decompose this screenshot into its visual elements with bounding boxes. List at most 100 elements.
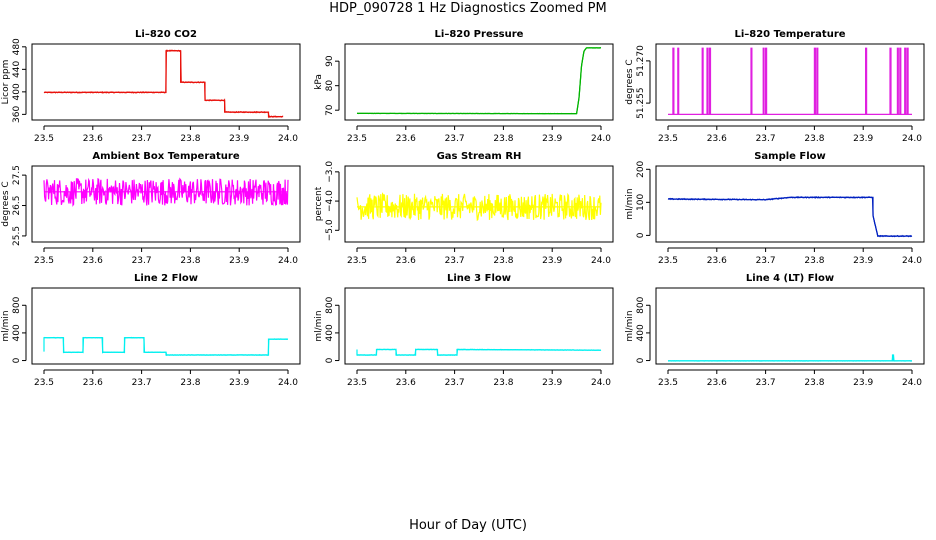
series-step-line xyxy=(667,196,912,237)
x-tick-label: 23.7 xyxy=(132,256,152,266)
y-tick-label: 70 xyxy=(325,104,335,116)
y-tick-label: 0 xyxy=(636,232,646,238)
y-tick-label: 0 xyxy=(12,357,22,363)
x-tick-label: 23.7 xyxy=(445,378,465,388)
series-line xyxy=(667,195,913,238)
y-tick-label: −3.0 xyxy=(325,161,335,183)
y-tick-label: 440 xyxy=(12,60,22,77)
series-step-line xyxy=(43,337,288,356)
panel-title: Li–820 Temperature xyxy=(734,29,845,40)
y-tick-label: 27.5 xyxy=(12,165,22,185)
x-tick-label: 24.0 xyxy=(591,134,611,144)
x-tick-label: 23.5 xyxy=(34,256,54,266)
y-axis-label: ml/min xyxy=(625,310,635,341)
x-tick-label: 24.0 xyxy=(278,256,298,266)
x-tick-label: 23.9 xyxy=(853,378,873,388)
x-tick-label: 23.5 xyxy=(34,378,54,388)
x-tick-label: 24.0 xyxy=(902,256,922,266)
x-tick-label: 23.9 xyxy=(853,256,873,266)
plot-frame xyxy=(344,287,614,365)
x-tick-label: 23.5 xyxy=(34,134,54,144)
y-tick-label: 800 xyxy=(12,296,22,313)
series-line xyxy=(667,354,912,362)
y-tick-label: 400 xyxy=(12,324,22,341)
panel-title: Line 4 (LT) Flow xyxy=(746,273,834,284)
panel-title: Li–820 Pressure xyxy=(435,29,524,40)
panel-title: Line 3 Flow xyxy=(447,273,511,284)
series-line xyxy=(356,47,602,115)
y-tick-label: −5.0 xyxy=(325,219,335,241)
plot-frame xyxy=(655,287,925,365)
x-tick-label: 24.0 xyxy=(902,378,922,388)
y-axis-label: degrees C xyxy=(625,59,635,104)
y-tick-label: 80 xyxy=(325,80,335,92)
x-tick-label: 23.5 xyxy=(347,134,367,144)
x-tick-label: 23.7 xyxy=(756,378,776,388)
x-tick-label: 23.5 xyxy=(347,256,367,266)
y-tick-label: 200 xyxy=(636,160,646,177)
plot-frame xyxy=(655,43,925,121)
x-tick-label: 23.8 xyxy=(180,134,200,144)
y-tick-label: −4.0 xyxy=(325,190,335,212)
y-axis-label: Licor ppm xyxy=(1,60,11,105)
x-tick-label: 23.8 xyxy=(493,378,513,388)
panel-title: Sample Flow xyxy=(754,151,826,162)
x-tick-label: 23.9 xyxy=(542,378,562,388)
plot-frame xyxy=(655,165,925,243)
y-tick-label: 100 xyxy=(636,193,646,210)
x-tick-label: 23.6 xyxy=(707,378,727,388)
y-tick-label: 25.5 xyxy=(12,226,22,246)
y-tick-label: 0 xyxy=(636,357,646,363)
x-tick-label: 23.7 xyxy=(756,256,776,266)
series-step-line xyxy=(356,348,602,356)
figure-title: HDP_090728 1 Hz Diagnostics Zoomed PM xyxy=(329,1,607,16)
x-tick-label: 24.0 xyxy=(902,134,922,144)
x-tick-label: 23.9 xyxy=(229,134,249,144)
x-tick-label: 23.6 xyxy=(396,378,416,388)
y-axis-label: kPa xyxy=(314,74,324,90)
x-tick-label: 23.6 xyxy=(83,256,103,266)
x-tick-label: 24.0 xyxy=(278,378,298,388)
x-tick-label: 23.7 xyxy=(445,134,465,144)
series-step-line xyxy=(356,47,601,115)
x-tick-label: 23.9 xyxy=(542,256,562,266)
x-tick-label: 24.0 xyxy=(278,134,298,144)
figure-xlabel: Hour of Day (UTC) xyxy=(409,518,527,533)
x-tick-label: 23.8 xyxy=(804,378,824,388)
x-tick-label: 23.7 xyxy=(756,134,776,144)
panel-title: Ambient Box Temperature xyxy=(92,151,239,162)
panel-title: Line 2 Flow xyxy=(134,273,198,284)
x-tick-label: 23.9 xyxy=(542,134,562,144)
x-tick-label: 23.7 xyxy=(132,378,152,388)
x-tick-label: 23.8 xyxy=(804,256,824,266)
x-tick-label: 23.6 xyxy=(83,134,103,144)
x-tick-label: 23.7 xyxy=(445,256,465,266)
x-tick-label: 23.9 xyxy=(229,378,249,388)
y-tick-label: 400 xyxy=(325,324,335,341)
series-step-line xyxy=(44,50,284,118)
series-line xyxy=(43,49,284,119)
plot-frame xyxy=(31,43,301,121)
y-axis-label: ml/min xyxy=(625,188,635,219)
x-tick-label: 23.8 xyxy=(493,134,513,144)
y-tick-label: 90 xyxy=(325,55,335,67)
plot-frame xyxy=(344,165,614,243)
x-tick-label: 23.8 xyxy=(180,378,200,388)
x-tick-label: 23.7 xyxy=(132,134,152,144)
y-tick-label: 400 xyxy=(636,324,646,341)
x-tick-label: 23.8 xyxy=(180,256,200,266)
y-tick-label: 800 xyxy=(636,296,646,313)
x-tick-label: 23.6 xyxy=(83,378,103,388)
x-tick-label: 23.6 xyxy=(707,134,727,144)
y-tick-label: 360 xyxy=(12,106,22,123)
y-tick-label: 51.255 xyxy=(636,87,646,119)
plot-frame xyxy=(344,43,614,121)
panel-title: Gas Stream RH xyxy=(437,151,522,162)
x-tick-label: 23.8 xyxy=(493,256,513,266)
panel-title: Li–820 CO2 xyxy=(135,29,197,40)
y-axis-label: ml/min xyxy=(314,310,324,341)
x-tick-label: 23.6 xyxy=(396,134,416,144)
x-tick-label: 23.5 xyxy=(658,378,678,388)
y-tick-label: 51.270 xyxy=(636,45,646,77)
